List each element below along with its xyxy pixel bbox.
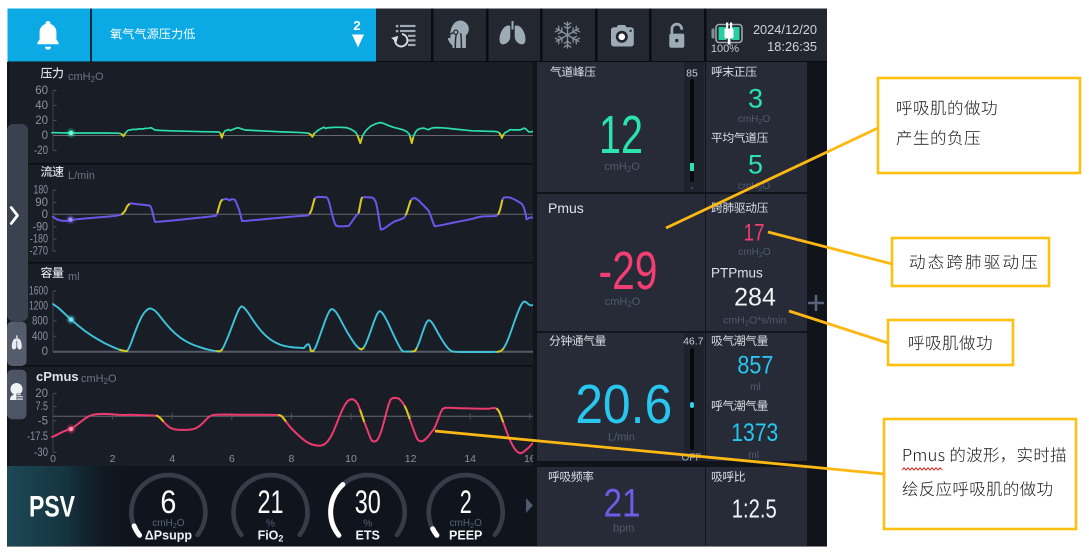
svg-text:3: 3 bbox=[748, 84, 763, 114]
svg-text:40: 40 bbox=[35, 100, 48, 112]
svg-text:cPmus: cPmus bbox=[36, 369, 79, 384]
svg-text:PEEP: PEEP bbox=[449, 529, 482, 543]
svg-text:10: 10 bbox=[345, 453, 357, 465]
svg-text:2: 2 bbox=[110, 453, 116, 465]
svg-text:90: 90 bbox=[35, 197, 48, 209]
svg-text:1200: 1200 bbox=[29, 301, 48, 313]
svg-text:85: 85 bbox=[686, 68, 698, 80]
svg-text:400: 400 bbox=[32, 331, 48, 343]
svg-text:%: % bbox=[363, 519, 372, 530]
svg-text:2: 2 bbox=[353, 18, 360, 33]
svg-text:46.7: 46.7 bbox=[683, 336, 704, 348]
svg-text:18:26:35: 18:26:35 bbox=[767, 39, 817, 54]
svg-text:14: 14 bbox=[464, 453, 476, 465]
svg-text:-180: -180 bbox=[30, 234, 48, 246]
svg-text:-17.5: -17.5 bbox=[27, 431, 48, 443]
svg-text:PTPmus: PTPmus bbox=[711, 266, 763, 281]
svg-text:8: 8 bbox=[288, 453, 294, 465]
svg-text:ml: ml bbox=[68, 271, 80, 283]
svg-text:12: 12 bbox=[599, 105, 643, 165]
svg-text:-: - bbox=[690, 183, 693, 194]
svg-text:Pmus: Pmus bbox=[548, 200, 584, 216]
svg-text:100%: 100% bbox=[711, 43, 739, 55]
svg-text:-270: -270 bbox=[30, 246, 49, 258]
svg-text:284: 284 bbox=[734, 284, 776, 312]
svg-text:0: 0 bbox=[42, 130, 48, 142]
svg-text:0: 0 bbox=[50, 453, 56, 465]
svg-text:7.5: 7.5 bbox=[36, 401, 49, 413]
svg-text:cmH2O: cmH2O bbox=[152, 518, 185, 530]
svg-text:857: 857 bbox=[737, 352, 773, 380]
svg-text:60: 60 bbox=[35, 85, 48, 97]
svg-text:cmH2O: cmH2O bbox=[81, 373, 117, 386]
svg-text:800: 800 bbox=[32, 316, 48, 328]
svg-text:cmH2O: cmH2O bbox=[605, 296, 641, 309]
svg-text:16: 16 bbox=[524, 453, 536, 465]
svg-text:ETS: ETS bbox=[356, 529, 380, 543]
svg-text:%: % bbox=[266, 519, 275, 530]
svg-text:-20: -20 bbox=[34, 145, 48, 157]
svg-text:cmH2O: cmH2O bbox=[738, 247, 771, 259]
svg-text:bpm: bpm bbox=[613, 523, 634, 535]
svg-text:6: 6 bbox=[160, 484, 176, 520]
svg-text:cmH2O: cmH2O bbox=[68, 71, 104, 84]
svg-text:20: 20 bbox=[35, 115, 48, 127]
svg-text:cmH2O: cmH2O bbox=[738, 114, 771, 126]
svg-text:1:2.5: 1:2.5 bbox=[732, 496, 777, 524]
svg-text:4: 4 bbox=[169, 453, 175, 465]
svg-text:12: 12 bbox=[405, 453, 417, 465]
svg-text:ml: ml bbox=[748, 450, 759, 461]
svg-text:21: 21 bbox=[604, 482, 641, 526]
svg-text:L/min: L/min bbox=[68, 170, 95, 182]
svg-text:FiO2: FiO2 bbox=[258, 529, 284, 544]
svg-text:6: 6 bbox=[229, 453, 235, 465]
svg-text:ΔPsupp: ΔPsupp bbox=[145, 529, 193, 543]
svg-text:21: 21 bbox=[258, 484, 284, 520]
svg-text:-30: -30 bbox=[34, 447, 48, 459]
svg-text:20: 20 bbox=[35, 388, 48, 400]
svg-text:1600: 1600 bbox=[29, 286, 48, 298]
svg-text:5: 5 bbox=[748, 150, 763, 180]
svg-text:OFF: OFF bbox=[682, 453, 702, 464]
svg-text:0: 0 bbox=[42, 346, 48, 358]
svg-text:-5: -5 bbox=[38, 415, 48, 427]
svg-text:cmH2O*s/min: cmH2O*s/min bbox=[723, 315, 786, 328]
svg-text:L/min: L/min bbox=[608, 432, 635, 444]
svg-text:ml: ml bbox=[750, 382, 761, 393]
svg-text:2024/12/20: 2024/12/20 bbox=[753, 22, 817, 37]
svg-text:-90: -90 bbox=[33, 221, 49, 233]
svg-text:20.6: 20.6 bbox=[575, 373, 672, 435]
svg-text:cmH2O: cmH2O bbox=[450, 518, 483, 530]
svg-text:180: 180 bbox=[34, 185, 49, 197]
svg-text:cmH2O: cmH2O bbox=[604, 161, 640, 174]
svg-text:30: 30 bbox=[355, 484, 381, 520]
svg-text:0: 0 bbox=[42, 209, 48, 221]
svg-text:PSV: PSV bbox=[29, 491, 75, 524]
svg-text:-29: -29 bbox=[599, 241, 658, 301]
svg-text:17: 17 bbox=[744, 220, 765, 247]
svg-text:1373: 1373 bbox=[731, 419, 778, 447]
svg-text:2: 2 bbox=[460, 484, 472, 520]
